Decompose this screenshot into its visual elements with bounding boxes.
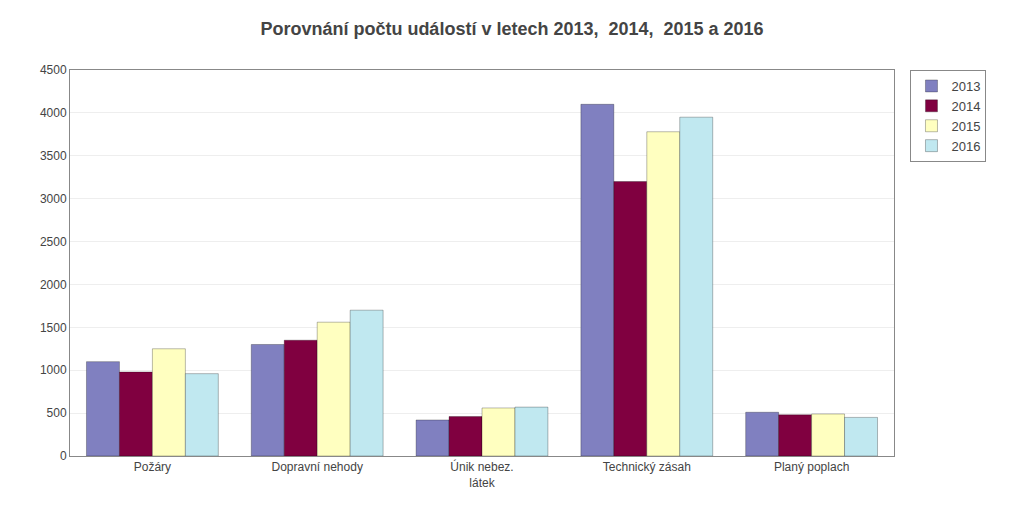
svg-text:3000: 3000 bbox=[40, 192, 67, 206]
svg-text:0: 0 bbox=[60, 449, 67, 463]
svg-text:Požáry: Požáry bbox=[134, 460, 171, 474]
svg-text:4000: 4000 bbox=[40, 106, 67, 120]
svg-text:2014: 2014 bbox=[951, 99, 980, 114]
svg-text:2015: 2015 bbox=[951, 119, 980, 134]
svg-text:2500: 2500 bbox=[40, 235, 67, 249]
svg-text:4500: 4500 bbox=[40, 63, 67, 77]
svg-text:2013: 2013 bbox=[951, 79, 980, 94]
svg-text:Dopravní nehody: Dopravní nehody bbox=[271, 460, 362, 474]
svg-text:2000: 2000 bbox=[40, 278, 67, 292]
svg-text:1000: 1000 bbox=[40, 363, 67, 377]
svg-text:2016: 2016 bbox=[951, 139, 980, 154]
svg-text:1500: 1500 bbox=[40, 321, 67, 335]
svg-text:Únik nebez.látek: Únik nebez.látek bbox=[450, 459, 513, 490]
svg-text:3500: 3500 bbox=[40, 149, 67, 163]
svg-text:Technický zásah: Technický zásah bbox=[603, 460, 691, 474]
svg-text:Planý poplach: Planý poplach bbox=[774, 460, 849, 474]
svg-text:500: 500 bbox=[47, 406, 67, 420]
svg-text:Porovnání počtu událostí v let: Porovnání počtu událostí v letech 2013, … bbox=[260, 19, 763, 39]
